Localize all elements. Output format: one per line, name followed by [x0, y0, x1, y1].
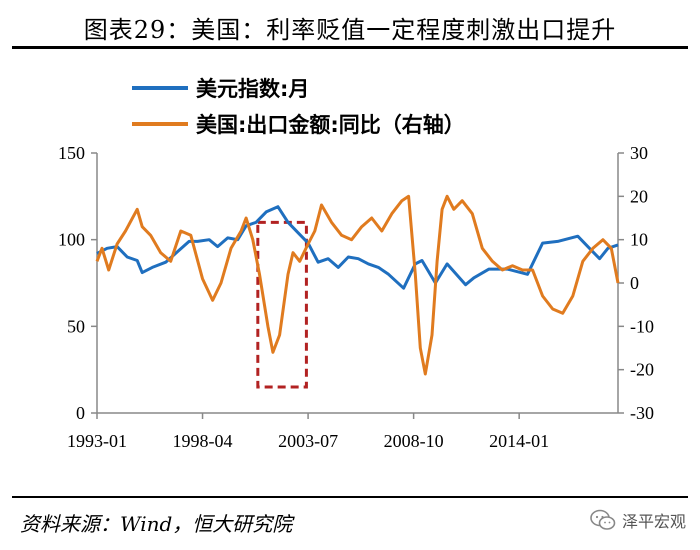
- y-right-tick-label: -30: [630, 403, 654, 423]
- y-left-tick-label: 100: [58, 230, 85, 250]
- y-left-tick-label: 50: [67, 316, 85, 336]
- y-left-tick-label: 0: [76, 403, 85, 423]
- y-right-tick-label: -10: [630, 316, 654, 336]
- brand-label: 泽平宏观: [621, 512, 686, 531]
- footer-divider: [12, 496, 688, 498]
- figure-title: 图表29：美国：利率贬值一定程度刺激出口提升: [83, 16, 617, 44]
- highlight-box: [256, 220, 308, 389]
- y-right-tick-label: -20: [630, 360, 654, 380]
- x-tick-label: 2014-01: [489, 431, 549, 451]
- series-lines: [95, 194, 620, 376]
- title-divider: [12, 46, 688, 49]
- y-right-tick-label: 30: [630, 143, 648, 163]
- series-line-exports: [95, 194, 620, 376]
- x-tick-label: 2008-10: [384, 431, 444, 451]
- x-tick-label: 1993-01: [67, 431, 127, 451]
- wechat-icon: [590, 509, 616, 530]
- x-tick-label: 2003-07: [278, 431, 338, 451]
- y-left-tick-label: 150: [58, 143, 85, 163]
- legend: 美元指数:月 美国:出口金额:同比（右轴）: [132, 77, 465, 137]
- y-right-tick-label: 0: [630, 273, 639, 293]
- y-right-tick-label: 20: [630, 186, 648, 206]
- brand-mark: 泽平宏观: [590, 508, 686, 532]
- legend-label-usd-index: 美元指数:月: [196, 77, 309, 101]
- legend-label-exports: 美国:出口金额:同比（右轴）: [196, 113, 465, 137]
- x-tick-label: 1998-04: [173, 431, 233, 451]
- source-note: 资料来源：Wind，恒大研究院: [20, 512, 293, 536]
- y-right-tick-label: 10: [630, 230, 648, 250]
- dual-axis-line-chart: 美元指数:月 美国:出口金额:同比（右轴） 050100150-30-20-10…: [58, 77, 654, 451]
- axes: 0 50 100 150 -30 -20 -10 0 10 20 30 1993-01 1998-04 2…: [58, 143, 654, 451]
- highlight-box-layer: [256, 220, 308, 389]
